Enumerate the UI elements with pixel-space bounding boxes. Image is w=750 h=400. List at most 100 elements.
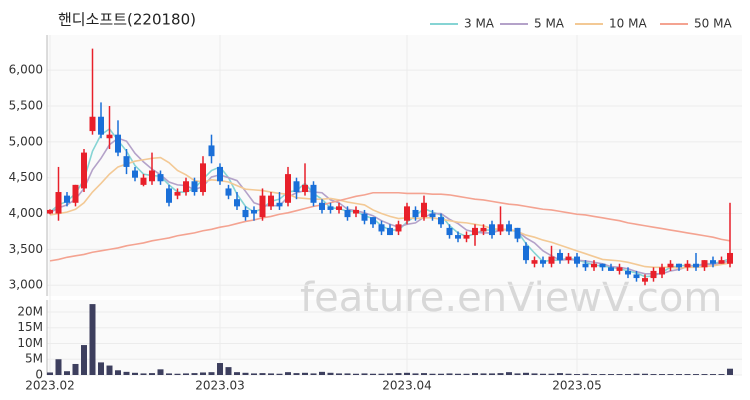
volume-bar — [710, 374, 716, 375]
volume-bar — [540, 373, 546, 375]
candle-body — [89, 116, 96, 132]
candle-body — [557, 252, 563, 261]
volume-bar — [531, 373, 538, 375]
volume-bar — [642, 373, 648, 375]
price-panel — [47, 35, 742, 296]
volume-bar — [412, 373, 419, 375]
candle-body — [268, 195, 274, 207]
volume-bar — [115, 370, 121, 375]
candle-body — [353, 209, 359, 214]
volume-bar — [395, 373, 402, 375]
volume-bar — [123, 371, 130, 375]
volume-bar — [361, 373, 368, 375]
volume-bar — [506, 372, 512, 375]
volume-bar — [174, 373, 181, 375]
candle-body — [463, 235, 470, 239]
volume-bar — [523, 372, 529, 375]
volume-bar — [650, 374, 657, 375]
volume-bar — [557, 373, 563, 375]
candle-body — [642, 278, 648, 282]
volume-bar — [310, 373, 317, 375]
candle-body — [497, 224, 504, 232]
volume-bar — [463, 373, 470, 375]
volume-bar — [480, 373, 487, 375]
legend-label: 3 MA — [464, 17, 495, 31]
candle-body — [616, 267, 623, 271]
candle-body — [259, 195, 266, 218]
candle-body — [540, 260, 546, 264]
y-tick-label: 15M — [17, 320, 43, 334]
candle-body — [47, 209, 53, 214]
candle-body — [234, 199, 240, 207]
volume-bar — [191, 373, 198, 375]
candle-body — [591, 263, 597, 268]
volume-bar — [89, 304, 96, 375]
volume-bar — [285, 372, 291, 375]
y-tick-label: 5,000 — [9, 134, 43, 148]
legend-label: 10 MA — [609, 17, 647, 31]
candle-body — [531, 260, 538, 264]
candle-body — [565, 256, 572, 261]
candle-body — [387, 227, 393, 236]
candle-body — [506, 224, 512, 232]
volume-bar — [438, 373, 444, 375]
candle-body — [166, 188, 172, 203]
volume-bar — [472, 373, 478, 375]
candle-body — [378, 224, 385, 232]
candle-body — [115, 134, 121, 153]
candle-body — [489, 224, 495, 236]
volume-bar — [591, 374, 597, 375]
candle-body — [319, 202, 325, 210]
candle-body — [140, 177, 147, 185]
volume-bar — [421, 373, 427, 375]
volume-bar — [242, 372, 249, 375]
y-tick-label: 5M — [25, 352, 43, 366]
candle-body — [684, 263, 691, 268]
legend-label: 5 MA — [534, 17, 565, 31]
candle-body — [676, 263, 682, 268]
y-tick-label: 5,500 — [9, 98, 43, 112]
candle-body — [310, 184, 317, 203]
candle-body — [404, 206, 410, 221]
candle-body — [370, 217, 376, 225]
candle-body — [727, 252, 733, 264]
volume-bar — [616, 374, 623, 375]
watermark: feature.enViewV.com — [300, 275, 722, 321]
candle-body — [208, 145, 215, 157]
candle-body — [412, 209, 419, 218]
y-tick-label: 3,000 — [9, 278, 43, 292]
volume-bar — [344, 373, 351, 375]
volume-bar — [293, 373, 300, 375]
volume-bar — [676, 374, 682, 375]
candle-body — [523, 245, 529, 261]
volume-bar — [659, 374, 665, 375]
candle-body — [608, 267, 614, 271]
candle-body — [667, 263, 674, 268]
legend-label: 50 MA — [694, 17, 732, 31]
candle-body — [446, 227, 453, 236]
chart-title: 핸디소프트(220180) — [58, 11, 196, 29]
x-tick-label: 2023.05 — [552, 379, 602, 393]
volume-bar — [718, 374, 725, 375]
candle-body — [302, 184, 308, 193]
volume-bar — [446, 373, 453, 375]
candle-body — [438, 217, 444, 225]
candle-body — [174, 192, 181, 196]
volume-bar — [336, 373, 342, 375]
volume-bar — [319, 371, 325, 375]
y-tick-label: 6,000 — [9, 63, 43, 77]
volume-bar — [149, 373, 155, 375]
candle-body — [157, 174, 164, 182]
candle-body — [344, 209, 351, 218]
candle-body — [64, 195, 70, 203]
y-tick-label: 3,500 — [9, 242, 43, 256]
volume-bar — [455, 373, 461, 375]
candle-body — [81, 152, 87, 189]
x-tick-label: 2023.04 — [382, 379, 432, 393]
candle-body — [701, 260, 708, 268]
candle-body — [574, 256, 580, 264]
volume-bar — [183, 373, 189, 375]
candle-body — [710, 260, 716, 264]
volume-bar — [140, 373, 147, 375]
volume-bar — [370, 373, 376, 375]
